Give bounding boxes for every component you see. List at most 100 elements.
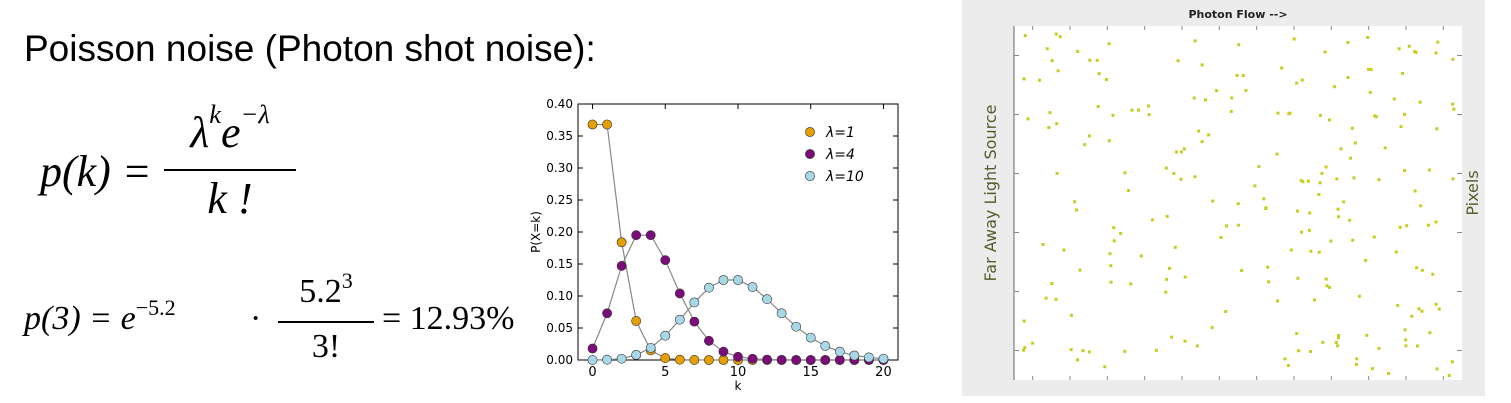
- photon-dot: [1373, 114, 1377, 118]
- photon-dot: [1398, 225, 1402, 229]
- photon-dot: [1323, 50, 1327, 54]
- photon-dot: [1392, 97, 1396, 101]
- photon-dot: [1351, 238, 1355, 242]
- y-tick-label: 0.30: [546, 161, 573, 175]
- photon-dot: [1200, 63, 1204, 67]
- photon-dot: [1335, 177, 1339, 181]
- data-point: [747, 282, 758, 292]
- photon-dot: [1130, 108, 1134, 112]
- example-numerator: 5.23: [278, 268, 374, 317]
- photon-dot: [1383, 146, 1387, 150]
- data-point: [762, 354, 772, 365]
- photon-dot: [1297, 349, 1301, 353]
- data-point: [805, 332, 816, 343]
- photon-dot: [1339, 147, 1343, 151]
- data-point: [878, 353, 889, 364]
- data-point: [631, 349, 642, 360]
- photon-dot: [1240, 269, 1244, 273]
- data-point: [616, 237, 627, 248]
- photon-dot: [1309, 349, 1313, 353]
- data-point: [660, 353, 671, 363]
- photon-dot: [1387, 371, 1391, 375]
- photon-dot: [1434, 51, 1438, 55]
- lambda-symbol: λ: [190, 108, 210, 157]
- photon-dot: [1337, 333, 1341, 337]
- slide-heading: Poisson noise (Photon shot noise):: [24, 28, 596, 69]
- photon-dot: [1179, 177, 1183, 181]
- photon-dot: [1137, 108, 1141, 112]
- example-formula: p(3) = e−5.2 · 5.23 3! = 12.93%: [24, 268, 524, 380]
- fraction-bar: [164, 169, 296, 171]
- photon-dot: [1266, 265, 1270, 269]
- photon-dot: [1193, 39, 1197, 43]
- photon-dot: [1309, 249, 1313, 253]
- photon-dot: [1394, 250, 1398, 254]
- photon-dot: [1257, 165, 1261, 169]
- y-tick-label: 0.15: [546, 257, 573, 271]
- photon-dot: [1112, 239, 1116, 243]
- photon-dot: [1399, 125, 1403, 129]
- photon-dot: [1023, 346, 1027, 350]
- photon-dot: [1081, 349, 1085, 353]
- photon-dot: [1056, 69, 1060, 73]
- data-point: [733, 351, 743, 362]
- photon-dot: [1076, 358, 1080, 362]
- photon-dot: [1419, 204, 1423, 208]
- photon-dot: [1237, 43, 1241, 47]
- photon-dot: [1296, 209, 1300, 213]
- photon-dot: [1320, 171, 1324, 175]
- photon-dot: [1417, 307, 1421, 311]
- poisson-formula: p(k) = λke−λ k !: [40, 99, 300, 223]
- photon-dot: [1023, 34, 1027, 38]
- photon-dot: [1428, 331, 1432, 335]
- photon-dot: [1175, 150, 1179, 154]
- example-numerator-exponent: 3: [341, 268, 353, 293]
- photon-dot: [1300, 78, 1304, 82]
- legend-marker: [805, 171, 815, 181]
- photon-dot: [1451, 57, 1455, 61]
- numerator-exponent-lambda: −λ: [240, 99, 270, 130]
- photon-dot: [1193, 175, 1197, 179]
- data-point: [631, 316, 642, 326]
- formula-numerator: λke−λ: [164, 99, 296, 163]
- photon-dot: [1108, 252, 1112, 256]
- photon-dot: [1286, 364, 1290, 368]
- photon-dot: [1372, 235, 1376, 239]
- y-tick-label: 0.40: [546, 97, 573, 111]
- photon-dot: [1289, 248, 1293, 252]
- data-point: [587, 119, 598, 130]
- data-point: [864, 352, 874, 363]
- light-source-label: Far Away Light Source: [981, 105, 1000, 282]
- data-point: [645, 342, 656, 353]
- photon-dot: [1022, 319, 1026, 323]
- photon-dot: [1368, 90, 1372, 94]
- photon-dot: [1292, 37, 1296, 41]
- simulation-svg: Photon Flow --> Far Away Light Source Pixe…: [981, 8, 1482, 380]
- photon-dot: [1230, 96, 1234, 100]
- photon-dot: [1450, 360, 1454, 364]
- photon-dot: [1346, 40, 1350, 44]
- photon-dot: [1047, 126, 1051, 130]
- photon-dot: [1452, 107, 1456, 111]
- photon-dot: [1103, 365, 1107, 369]
- photon-dot: [1192, 96, 1196, 100]
- photon-dot: [1366, 67, 1370, 71]
- data-point: [631, 230, 642, 241]
- photon-dot: [1139, 254, 1143, 258]
- photon-dot: [1267, 280, 1271, 284]
- photon-dot: [1451, 177, 1455, 181]
- photon-dot: [1434, 302, 1438, 306]
- data-point: [616, 353, 627, 364]
- photon-dot: [1413, 189, 1417, 193]
- photon-dot: [1176, 59, 1180, 63]
- photon-dot: [1055, 122, 1059, 126]
- data-point: [776, 308, 787, 319]
- photon-dot: [1045, 47, 1049, 51]
- photon-dot: [1324, 277, 1328, 281]
- data-point: [616, 261, 627, 271]
- data-point: [791, 355, 802, 365]
- photon-dot: [1107, 139, 1111, 143]
- photon-dot: [1151, 218, 1155, 222]
- photon-dot: [1377, 346, 1381, 350]
- photon-dot: [1123, 171, 1127, 175]
